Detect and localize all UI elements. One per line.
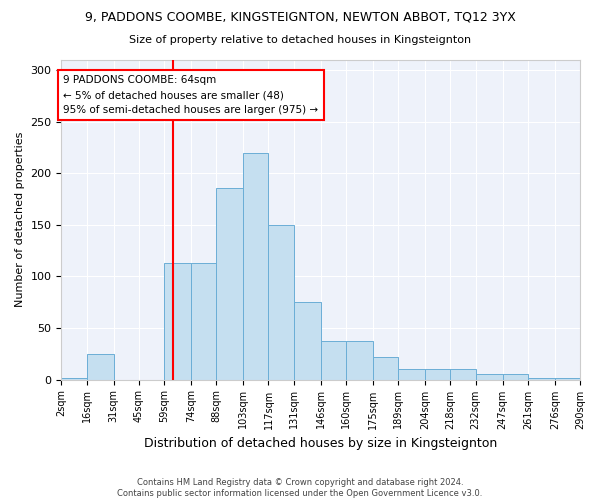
- Bar: [373, 357, 398, 380]
- Bar: [61, 378, 86, 380]
- Y-axis label: Number of detached properties: Number of detached properties: [15, 132, 25, 308]
- Text: 9, PADDONS COOMBE, KINGSTEIGNTON, NEWTON ABBOT, TQ12 3YX: 9, PADDONS COOMBE, KINGSTEIGNTON, NEWTON…: [85, 10, 515, 23]
- X-axis label: Distribution of detached houses by size in Kingsteignton: Distribution of detached houses by size …: [144, 437, 497, 450]
- Bar: [398, 370, 425, 380]
- Bar: [528, 378, 555, 380]
- Bar: [191, 263, 216, 380]
- Bar: [243, 153, 268, 380]
- Bar: [321, 342, 346, 380]
- Bar: [86, 354, 113, 380]
- Bar: [503, 374, 528, 380]
- Bar: [293, 302, 321, 380]
- Text: 9 PADDONS COOMBE: 64sqm
← 5% of detached houses are smaller (48)
95% of semi-det: 9 PADDONS COOMBE: 64sqm ← 5% of detached…: [63, 76, 319, 115]
- Bar: [164, 263, 191, 380]
- Bar: [268, 225, 293, 380]
- Bar: [451, 370, 476, 380]
- Bar: [425, 370, 451, 380]
- Text: Size of property relative to detached houses in Kingsteignton: Size of property relative to detached ho…: [129, 35, 471, 45]
- Bar: [346, 342, 373, 380]
- Bar: [476, 374, 503, 380]
- Bar: [555, 378, 580, 380]
- Text: Contains HM Land Registry data © Crown copyright and database right 2024.
Contai: Contains HM Land Registry data © Crown c…: [118, 478, 482, 498]
- Bar: [216, 188, 243, 380]
